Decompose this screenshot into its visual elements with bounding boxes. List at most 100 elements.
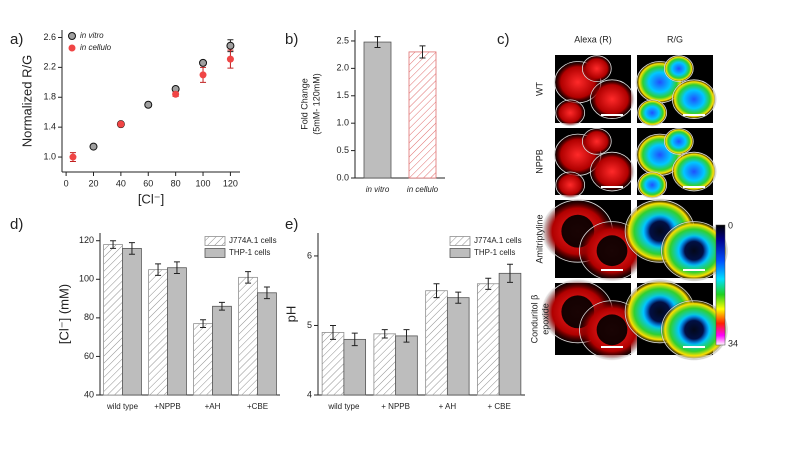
cell-outline [671, 151, 717, 192]
row-label: Amitriptyline [534, 214, 544, 263]
legend-swatch [449, 248, 471, 258]
cell-outline [581, 128, 612, 155]
y-tick-label: 2.2 [43, 62, 56, 72]
error-bar [110, 240, 117, 249]
point [89, 142, 98, 151]
error-bar [351, 332, 358, 347]
error-bar [374, 36, 381, 49]
x-tick-label: 20 [88, 178, 98, 188]
x-tick-label: 120 [223, 178, 238, 188]
y-tick-label: 120 [79, 235, 94, 245]
cell [663, 127, 694, 156]
cell-outline [661, 300, 727, 360]
y-axis-label: pH [283, 306, 298, 323]
x-tick-label: 0 [64, 178, 69, 188]
point [226, 41, 235, 50]
error-bar [218, 301, 225, 311]
legend-marker [68, 32, 76, 40]
y-tick-label: 2.6 [43, 32, 56, 42]
bar [193, 323, 213, 396]
error-bar [245, 271, 252, 284]
y-tick-label: 2.0 [336, 63, 349, 73]
legend-label: J774A.1 cells [229, 236, 277, 245]
legend-label: THP-1 cells [229, 248, 270, 257]
legend-label: J774A.1 cells [474, 236, 522, 245]
cell-outline [661, 221, 727, 281]
point [117, 120, 125, 128]
x-tick-label: in vitro [366, 185, 390, 194]
error-bar [419, 45, 426, 59]
cell-outline [589, 79, 635, 119]
y-axis-label: Normalized R/G [19, 55, 34, 147]
x-tick-label: wild type [106, 402, 139, 411]
point [199, 58, 208, 67]
cell [589, 151, 635, 193]
error-bar [173, 261, 180, 274]
cell [555, 99, 586, 127]
bar [373, 333, 397, 396]
y-tick-label: 4 [307, 389, 312, 399]
cell-core [678, 314, 710, 346]
bar [343, 338, 367, 396]
column-header: Alexa (R) [574, 34, 612, 44]
y-axis-label: (5mM- 120mM) [311, 73, 321, 135]
x-axis-label: [Cl⁻] [138, 191, 164, 206]
colorbar-label: 0 [728, 220, 733, 230]
cell [671, 151, 717, 193]
bar [476, 283, 500, 396]
bar [446, 297, 470, 396]
x-tick-label: wild type [327, 402, 360, 411]
bar [103, 244, 123, 396]
legend-swatch [449, 236, 471, 246]
cell-outline [637, 99, 668, 127]
cell-core [596, 235, 628, 267]
y-tick-label: 1.4 [43, 122, 56, 132]
panel-label: b) [285, 31, 298, 48]
legend-label: in cellulo [80, 43, 112, 52]
cell [663, 54, 694, 83]
y-tick-label: 80 [84, 312, 94, 322]
cell-core [596, 314, 628, 346]
bar [408, 51, 437, 179]
legend-label: in vitro [80, 31, 104, 40]
bar [122, 248, 142, 396]
x-tick-label: + AH [439, 402, 457, 411]
y-tick-label: 1.0 [43, 151, 56, 161]
x-tick-label: 60 [143, 178, 153, 188]
bar [498, 272, 522, 396]
error-bar [433, 283, 440, 299]
cell [637, 171, 668, 199]
cell [637, 99, 668, 127]
bar [321, 332, 345, 396]
y-tick-label: 5 [307, 320, 312, 330]
error-bar [455, 291, 462, 304]
y-axis-label: Fold Change [299, 78, 309, 130]
error-bar [200, 319, 207, 328]
point [172, 90, 180, 98]
y-tick-label: 6 [307, 250, 312, 260]
legend-label: THP-1 cells [474, 248, 515, 257]
y-tick-label: 1.5 [336, 90, 349, 100]
panel-label: d) [10, 216, 23, 233]
column-header: R/G [667, 34, 683, 44]
x-tick-label: 40 [116, 178, 126, 188]
point [226, 55, 234, 63]
y-tick-label: 40 [84, 389, 94, 399]
cell-outline [581, 55, 612, 82]
x-tick-label: +NPPB [154, 402, 180, 411]
cell [555, 171, 586, 199]
legend-swatch [204, 236, 226, 246]
x-tick-label: 80 [171, 178, 181, 188]
legend-marker [68, 44, 76, 52]
y-axis-label: [Cl⁻] (mM) [56, 284, 71, 344]
x-tick-label: +CBE [247, 402, 268, 411]
x-tick-label: +AH [205, 402, 221, 411]
cell [671, 78, 717, 120]
bar [395, 335, 418, 396]
y-tick-label: 60 [84, 351, 94, 361]
x-tick-label: + CBE [487, 402, 510, 411]
error-bar [155, 263, 162, 276]
bar [257, 292, 277, 396]
y-tick-label: 1.8 [43, 92, 56, 102]
x-tick-label: + NPPB [381, 402, 410, 411]
